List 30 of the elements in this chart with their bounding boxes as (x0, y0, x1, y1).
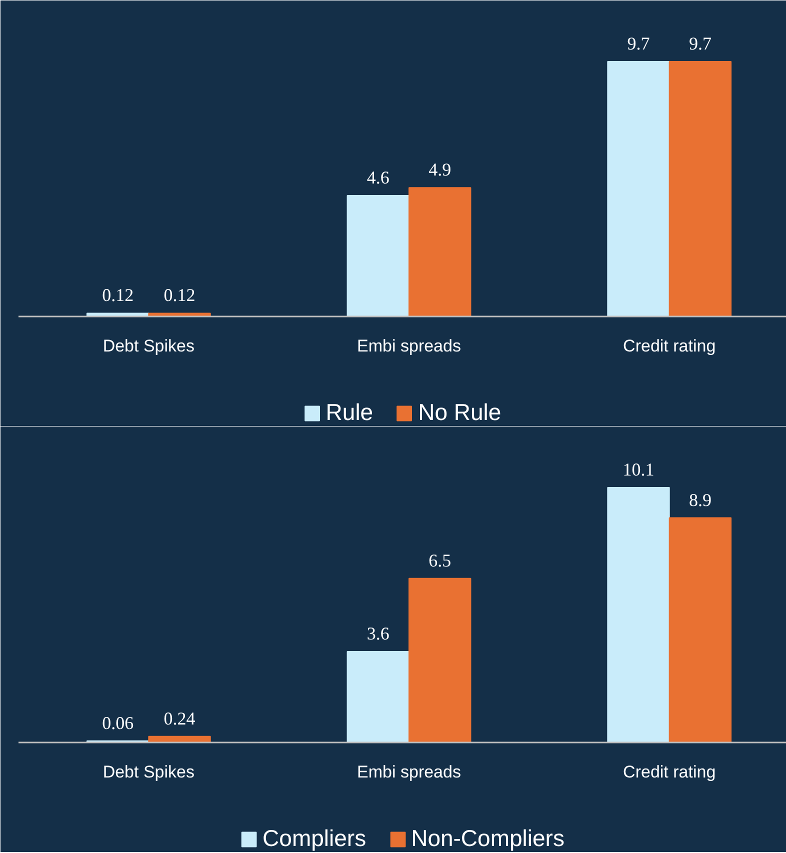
x-tick-label: Embi spreads (357, 336, 461, 356)
data-label: 9.7 (627, 33, 650, 54)
legend-label: No Rule (418, 399, 502, 426)
bar (668, 60, 732, 317)
bar (408, 187, 472, 317)
bar (346, 651, 410, 743)
data-label: 0.24 (164, 708, 196, 728)
data-label: 6.5 (428, 550, 452, 570)
x-tick-label: Credit rating (623, 336, 716, 356)
bar (408, 578, 472, 743)
bar (668, 517, 732, 743)
x-tick-label: Debt Spikes (102, 336, 195, 356)
data-label: 0.06 (102, 712, 134, 733)
bar (607, 486, 670, 743)
x-tick-label: Embi spreads (357, 762, 461, 782)
legend-label: Non-Compliers (411, 825, 564, 852)
x-tick-label: Credit rating (623, 762, 716, 782)
data-label: 0.12 (102, 285, 134, 306)
data-label: 10.1 (622, 459, 654, 480)
data-label: 4.6 (366, 168, 390, 188)
data-label: 0.12 (164, 285, 196, 306)
bar (607, 60, 670, 317)
x-tick-label: Debt Spikes (102, 762, 195, 782)
data-label: 9.7 (688, 33, 712, 54)
legend-label: Rule (326, 399, 374, 426)
data-label: 3.6 (366, 624, 390, 644)
bar (346, 195, 410, 317)
data-label: 4.9 (428, 160, 452, 180)
legend-label: Compliers (262, 825, 366, 852)
data-label: 8.9 (688, 490, 712, 510)
